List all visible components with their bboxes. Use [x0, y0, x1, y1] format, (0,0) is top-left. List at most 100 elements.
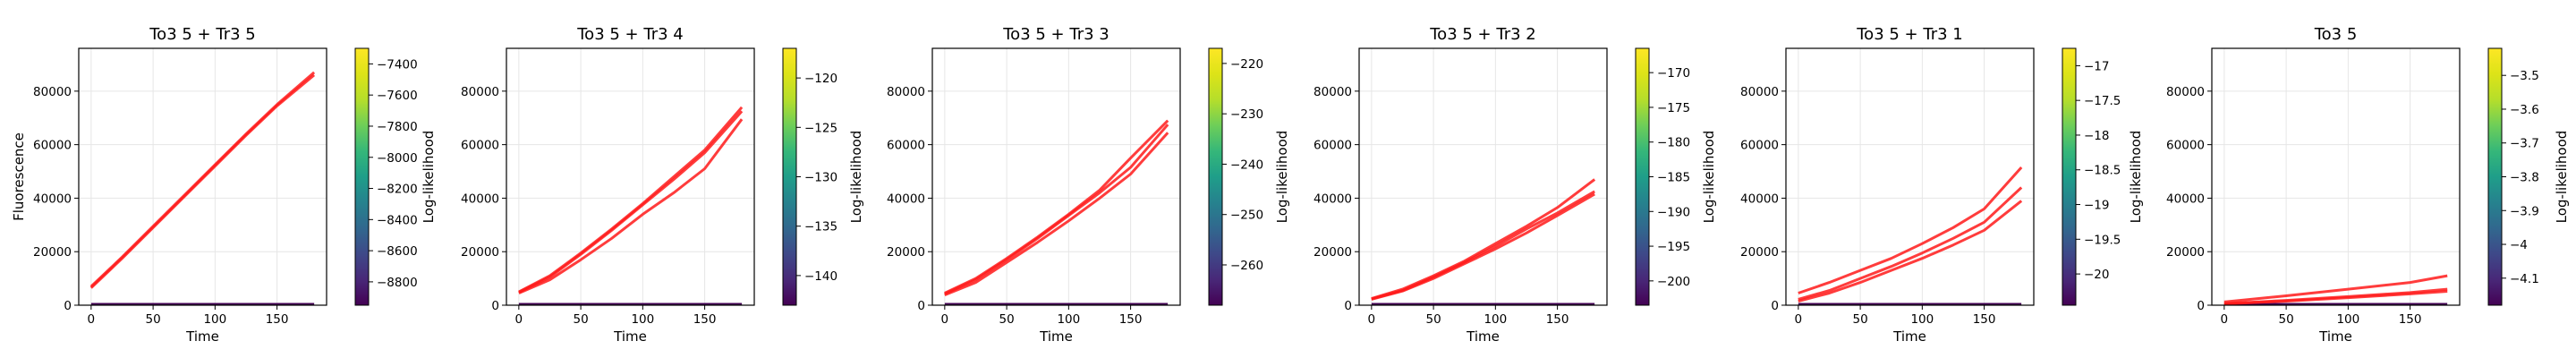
colorbar: −4.1 −4 −3.9 −3.8 −3.7 −3.6 −3.5 Log-likelihood — [2487, 47, 2570, 306]
colorbar-tick-label: −3.6 — [2510, 103, 2539, 117]
colorbar: −200 −195 −190 −185 −180 −175 −170 Log-likeliho… — [1635, 47, 1717, 306]
x-tick-label: 0 — [941, 312, 949, 327]
y-tick-label: 0 — [491, 299, 499, 313]
colorbar-tick-label: −3.8 — [2510, 171, 2539, 185]
series-line-1 — [1371, 178, 1596, 300]
y-tick-label: 0 — [64, 299, 72, 313]
colorbar-tick-label: −18.5 — [2084, 164, 2121, 178]
colorbar-tick-label: −250 — [1230, 209, 1263, 223]
series-line-3 — [1798, 200, 2023, 303]
colorbar-label: Log-likelihood — [2128, 131, 2144, 224]
x-tick-label: 150 — [693, 312, 717, 327]
y-tick-label: 60000 — [461, 139, 499, 153]
colorbar-label: Log-likelihood — [421, 131, 437, 224]
y-tick-label: 60000 — [1740, 139, 1779, 153]
colorbar-tick-label: −170 — [1657, 66, 1690, 81]
subplot-6: 0 50 100 150 0 20000 40000 60000 80000 To3 5 Time −… — [2166, 25, 2570, 345]
y-tick-label: 40000 — [33, 192, 72, 206]
series-line-3 — [518, 118, 744, 294]
series-line-2 — [89, 73, 316, 289]
colorbar-tick-label: −8600 — [377, 244, 418, 259]
colorbar-tick-label: −20 — [2084, 268, 2110, 282]
series-line-3 — [2223, 290, 2448, 305]
colorbar-label: Log-likelihood — [1274, 131, 1290, 224]
colorbar-tick-label: −17.5 — [2084, 94, 2121, 108]
colorbar-tick-label: −140 — [804, 269, 837, 284]
colorbar-tick-label: −195 — [1657, 240, 1690, 254]
y-tick-label: 20000 — [2166, 245, 2205, 260]
colorbar-tick-label: −230 — [1230, 107, 1263, 122]
y-tick-label: 80000 — [1314, 85, 1352, 99]
x-tick-label: 0 — [515, 312, 523, 327]
series-line-3 — [1371, 192, 1595, 301]
colorbar: −8800 −8600 −8400 −8200 −8000 −7800 −7600 −7400… — [354, 47, 437, 306]
x-axis-label: Time — [1039, 328, 1073, 345]
y-tick-label: 80000 — [461, 85, 499, 99]
colorbar-tick-label: −8800 — [377, 276, 418, 290]
series-line-2 — [518, 110, 744, 294]
colorbar-tick-label: −200 — [1657, 275, 1690, 289]
y-tick-label: 40000 — [887, 192, 925, 206]
subplot-title: To3 5 + Tr3 5 — [149, 25, 255, 44]
x-tick-label: 0 — [1368, 312, 1376, 327]
y-tick-label: 60000 — [2166, 139, 2205, 153]
x-axis-label: Time — [185, 328, 219, 345]
colorbar-tick-label: −4.1 — [2510, 272, 2539, 286]
y-tick-label: 40000 — [1314, 192, 1352, 206]
colorbar-tick-label: −125 — [804, 121, 837, 135]
x-tick-label: 50 — [574, 312, 589, 327]
subplot-title: To3 5 + Tr3 3 — [1002, 25, 1109, 44]
x-tick-label: 0 — [2221, 312, 2229, 327]
subplot-1: 0 50 100 150 0 20000 40000 60000 80000 To3 5 + Tr… — [11, 25, 437, 345]
colorbar-tick-label: −8400 — [377, 213, 418, 227]
x-tick-label: 50 — [1426, 312, 1441, 327]
colorbar-tick-label: −3.9 — [2510, 204, 2539, 218]
x-tick-label: 100 — [1910, 312, 1934, 327]
axes-frame — [506, 47, 755, 306]
colorbar-label: Log-likelihood — [1701, 131, 1717, 224]
y-tick-label: 40000 — [461, 192, 499, 206]
colorbar-gradient — [782, 47, 797, 306]
series-line-2 — [944, 124, 1169, 295]
x-tick-label: 150 — [2399, 312, 2422, 327]
y-tick-label: 20000 — [1314, 245, 1352, 260]
subplot-title: To3 5 + Tr3 4 — [576, 25, 683, 44]
axes-frame — [1358, 47, 1608, 306]
y-tick-label: 60000 — [887, 139, 925, 153]
y-tick-label: 0 — [1344, 299, 1352, 313]
y-tick-label: 80000 — [33, 85, 72, 99]
x-tick-label: 0 — [88, 312, 96, 327]
colorbar-tick-label: −8000 — [377, 151, 418, 166]
x-axis-label: Time — [2318, 328, 2352, 345]
colorbar-tick-label: −3.7 — [2510, 137, 2539, 151]
colorbar-gradient — [1208, 47, 1223, 306]
colorbar-tick-label: −185 — [1657, 171, 1690, 185]
y-tick-label: 40000 — [2166, 192, 2205, 206]
colorbar-tick-label: −180 — [1657, 136, 1690, 150]
colorbar-gradient — [2487, 47, 2503, 306]
colorbar-tick-label: −17 — [2084, 59, 2110, 73]
colorbar-tick-label: −7800 — [377, 120, 418, 134]
y-axis-label: Fluorescence — [11, 132, 27, 221]
subplot-title: To3 5 + Tr3 1 — [1856, 25, 1962, 44]
colorbar-tick-label: −3.5 — [2510, 69, 2539, 83]
colorbar-tick-label: −260 — [1230, 259, 1263, 273]
x-axis-label: Time — [1466, 328, 1500, 345]
subplot-title: To3 5 + Tr3 2 — [1429, 25, 1535, 44]
x-tick-label: 100 — [1484, 312, 1507, 327]
y-tick-label: 60000 — [1314, 139, 1352, 153]
y-tick-label: 0 — [1771, 299, 1779, 313]
x-tick-label: 150 — [266, 312, 289, 327]
x-tick-label: 100 — [1057, 312, 1080, 327]
colorbar-tick-label: −175 — [1657, 101, 1690, 115]
colorbar: −260 −250 −240 −230 −220 Log-likelihood — [1208, 47, 1290, 306]
series-line-3 — [944, 132, 1169, 296]
y-tick-label: 0 — [2197, 299, 2205, 313]
axes-frame — [1785, 47, 2035, 306]
colorbar-tick-label: −19.5 — [2084, 233, 2121, 247]
x-tick-label: 100 — [2336, 312, 2359, 327]
y-tick-label: 40000 — [1740, 192, 1779, 206]
series-line-1 — [944, 119, 1169, 294]
x-tick-label: 50 — [146, 312, 161, 327]
subplot-5: 0 50 100 150 0 20000 40000 60000 80000 To3 5 + Tr… — [1740, 25, 2144, 345]
